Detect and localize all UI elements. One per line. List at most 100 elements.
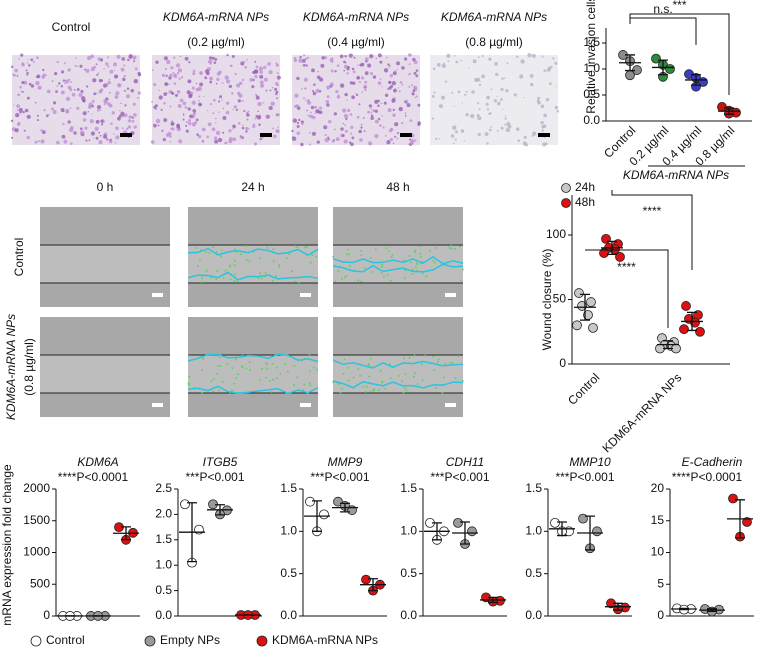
cell-stain [153, 83, 157, 87]
cell-stain [500, 98, 503, 101]
cell-stain [363, 130, 366, 132]
cell-stain [339, 83, 345, 88]
cell-stain [522, 141, 527, 146]
cell-stain [221, 82, 224, 84]
cell-stain [100, 123, 104, 126]
cell-stain [265, 89, 268, 92]
cell-stain [254, 60, 257, 63]
cell-stain [71, 92, 76, 97]
migrated-cell [234, 273, 237, 276]
cell-stain [476, 77, 481, 82]
cell-stain [63, 62, 66, 65]
error-bar [460, 521, 470, 545]
cell-stain [463, 140, 466, 142]
cell-stain [96, 109, 100, 112]
migrated-cell [432, 259, 435, 262]
scale-bar [400, 133, 412, 137]
cell-stain [94, 126, 99, 131]
cell-stain [165, 74, 168, 77]
cell-stain [85, 139, 88, 142]
cell-stain [401, 83, 404, 86]
migrated-cell [290, 270, 293, 273]
cell-stain [476, 102, 480, 105]
cell-stain [93, 92, 97, 96]
cell-stain [232, 128, 234, 130]
migrated-cell [275, 366, 278, 369]
cell-stain [306, 109, 308, 112]
migrated-cell [222, 277, 225, 280]
cell-stain [108, 79, 111, 81]
cell-stain [387, 88, 389, 90]
cell-stain [385, 135, 387, 137]
scale-bar [152, 403, 163, 407]
cell-stain [117, 83, 122, 88]
cell-stain [433, 91, 436, 94]
cell-stain [398, 106, 403, 112]
migrated-cell [368, 375, 371, 378]
cell-stain [131, 119, 135, 123]
cell-stain [277, 126, 279, 129]
migrated-cell [261, 367, 264, 370]
cell-stain [10, 119, 14, 123]
cell-stain [415, 95, 418, 98]
cell-stain [160, 108, 163, 111]
y-tick-label: 1.5 [155, 532, 172, 546]
cell-stain [73, 131, 77, 135]
cell-stain [377, 53, 382, 58]
cell-stain [311, 131, 316, 136]
cell-stain [333, 112, 337, 116]
cell-stain [18, 58, 20, 60]
cell-stain [164, 82, 169, 87]
cell-stain [519, 74, 524, 79]
migrated-cell [360, 254, 363, 257]
cell-stain [14, 128, 19, 133]
cell-stain [239, 81, 243, 86]
image-label: Control [52, 20, 91, 34]
cell-stain [182, 101, 187, 106]
wound-outline [187, 353, 319, 363]
data-point [599, 248, 609, 258]
y-tick-label: 0.5 [525, 566, 542, 580]
cell-stain [306, 56, 310, 60]
cell-stain [268, 106, 273, 111]
cell-stain [73, 88, 76, 91]
wound-outline [332, 263, 464, 273]
cell-stain [103, 99, 107, 103]
cell-stain [342, 134, 345, 138]
cell-stain [367, 110, 371, 114]
cell-stain [179, 55, 182, 58]
cell-stain [356, 75, 361, 80]
cell-stain [347, 108, 351, 113]
cell-stain [65, 109, 70, 114]
cell-stain [231, 55, 235, 58]
cell-stain [216, 77, 220, 81]
cell-stain [523, 135, 527, 139]
cell-stain [237, 99, 241, 103]
cell-stain [303, 97, 305, 99]
significance: n.s. [653, 2, 672, 16]
cell-stain [14, 68, 19, 73]
cell-stain [369, 54, 374, 59]
data-point [615, 252, 625, 262]
cell-stain [178, 77, 181, 80]
cell-stain [18, 107, 23, 112]
cell-stain [117, 116, 121, 121]
migrated-cell [347, 379, 350, 382]
migrated-cell [434, 246, 437, 249]
migrated-cell [218, 356, 221, 359]
cell-stain [454, 130, 458, 134]
cell-stain [211, 127, 216, 132]
cell-stain [313, 83, 316, 86]
cell-stain [80, 96, 86, 101]
cell-stain [263, 66, 266, 70]
migrated-cell [200, 368, 203, 371]
cell-stain [453, 54, 456, 57]
data-point [681, 301, 691, 311]
y-tick-label: 1.0 [525, 524, 542, 538]
cell-stain [348, 53, 353, 58]
cell-stain [258, 66, 264, 71]
cell-stain [298, 58, 303, 63]
chart-title: ITGB5 [203, 455, 238, 469]
cell-stain [192, 72, 196, 76]
cell-stain [198, 99, 200, 102]
